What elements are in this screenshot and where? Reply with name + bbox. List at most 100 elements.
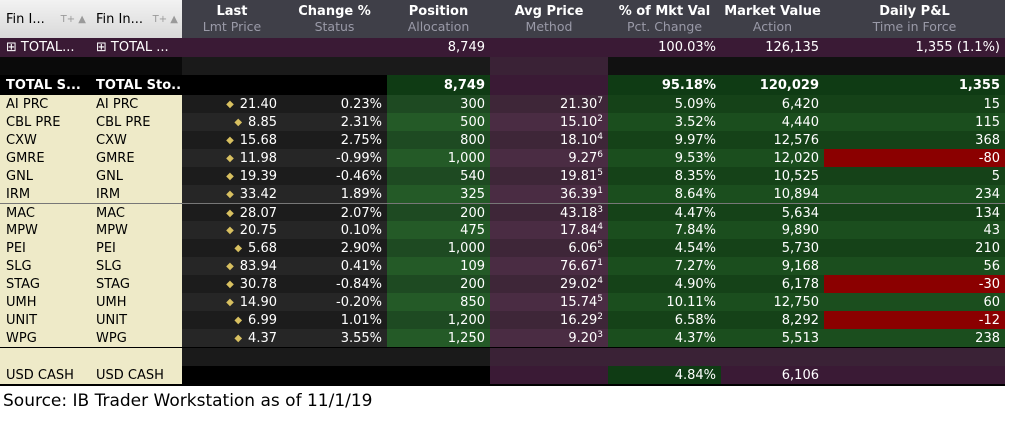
position-row[interactable]: GNL GNL ◆ 19.39 -0.46% 540 19.81 5 8.35% 10,525 5 [0, 167, 1005, 185]
summary-symbol-1[interactable]: ⊞ TOTAL... [0, 38, 90, 57]
position-row[interactable]: CBL PRE CBL PRE ◆ 8.85 2.31% 500 15.10 2 3.52% 4,… [0, 113, 1005, 131]
avg-price-cell: 6.06 5 [490, 239, 608, 257]
change-pct-cell: 0.41% [282, 257, 387, 275]
source-note: Source: IB Trader Workstation as of 11/1… [3, 391, 373, 411]
last-price-cell: ◆ 83.94 [182, 257, 282, 275]
expand-icon[interactable]: ⊞ [6, 40, 17, 55]
position-cell: 800 [387, 131, 490, 149]
symbol-cell[interactable]: CXW [0, 131, 90, 149]
cash-avg-price [490, 366, 608, 384]
avg-price-cell: 9.27 6 [490, 149, 608, 167]
symbol-cell[interactable]: UMH [0, 293, 90, 311]
column-header-change[interactable]: Change % Status [282, 0, 387, 38]
column-header-fin-instrument-1[interactable]: Fin I... T+ ▲ [0, 0, 90, 38]
summary-row[interactable]: ⊞ TOTAL... ⊞ TOTAL ... 8,749 100.03% 126,1… [0, 38, 1005, 57]
symbol-cell[interactable]: IRM [0, 185, 90, 203]
symbol-cell[interactable]: SLG [0, 257, 90, 275]
column-header-last[interactable]: Last Lmt Price [182, 0, 282, 38]
spacer-cell [824, 57, 1005, 75]
avg-price-cell: 15.10 2 [490, 113, 608, 131]
column-header-market-value[interactable]: Market Value Action [721, 0, 824, 38]
avg-price-extra-digit: 4 [597, 222, 603, 232]
daily-pnl-cell: 238 [824, 329, 1005, 347]
symbol-cell[interactable]: MPW [90, 221, 182, 239]
symbol-cell[interactable]: GNL [0, 167, 90, 185]
daily-pnl-cell: 368 [824, 131, 1005, 149]
diamond-icon: ◆ [226, 188, 234, 200]
change-pct-cell: 2.07% [282, 204, 387, 222]
total-stocks-row[interactable]: TOTAL S... TOTAL Sto... 8,749 95.18% 120… [0, 75, 1005, 95]
symbol-cell[interactable]: PEI [0, 239, 90, 257]
symbol-cell[interactable]: STAG [90, 275, 182, 293]
symbol-cell[interactable]: GMRE [90, 149, 182, 167]
symbol-cell[interactable]: CBL PRE [90, 113, 182, 131]
symbol-cell[interactable]: WPG [90, 329, 182, 347]
symbol-cell[interactable]: MAC [90, 204, 182, 222]
symbol-cell[interactable]: MAC [0, 204, 90, 222]
last-price-cell: ◆ 6.99 [182, 311, 282, 329]
position-row[interactable]: MPW MPW ◆ 20.75 0.10% 475 17.84 4 7.84% 9,890 43 [0, 221, 1005, 239]
column-header-fin-instrument-2[interactable]: Fin In... T+ ▲ [90, 0, 182, 38]
position-row[interactable]: SLG SLG ◆ 83.94 0.41% 109 76.67 1 7.27% 9,168 56 [0, 257, 1005, 275]
sort-ascending-icon[interactable]: T+ ▲ [60, 13, 86, 25]
position-row[interactable]: CXW CXW ◆ 15.68 2.75% 800 18.10 4 9.97% 12,576 368 [0, 131, 1005, 149]
spacer-cell [387, 348, 490, 366]
column-header-pct-mkt-val[interactable]: % of Mkt Val Pct. Change [608, 0, 721, 38]
position-row[interactable]: PEI PEI ◆ 5.68 2.90% 1,000 6.06 5 4.54% 5,730 210 [0, 239, 1005, 257]
symbol-cell[interactable]: IRM [90, 185, 182, 203]
cash-row[interactable]: USD CASH USD CASH 4.84% 6,106 [0, 366, 1005, 384]
diamond-icon: ◆ [226, 152, 234, 164]
symbol-cell[interactable]: WPG [0, 329, 90, 347]
position-row[interactable]: IRM IRM ◆ 33.42 1.89% 325 36.39 1 8.64% 10,894 234 [0, 185, 1005, 203]
column-header-position[interactable]: Position Allocation [387, 0, 490, 38]
change-pct-cell: 2.75% [282, 131, 387, 149]
symbol-cell[interactable]: GNL [90, 167, 182, 185]
total-symbol-1[interactable]: TOTAL S... [0, 75, 90, 95]
last-price-cell: ◆ 15.68 [182, 131, 282, 149]
symbol-cell[interactable]: UNIT [90, 311, 182, 329]
pct-mkt-val-cell: 3.52% [608, 113, 721, 131]
sort-ascending-icon[interactable]: T+ ▲ [152, 13, 178, 25]
position-row[interactable]: AI PRC AI PRC ◆ 21.40 0.23% 300 21.30 7 5.09% 6,4… [0, 95, 1005, 113]
cash-symbol-1[interactable]: USD CASH [0, 366, 90, 384]
total-symbol-2[interactable]: TOTAL Sto... [90, 75, 182, 95]
spacer-cell [721, 348, 824, 366]
symbol-cell[interactable]: AI PRC [0, 95, 90, 113]
symbol-cell[interactable]: AI PRC [90, 95, 182, 113]
avg-price-cell: 29.02 4 [490, 275, 608, 293]
last-price-cell: ◆ 30.78 [182, 275, 282, 293]
column-header-avg-price[interactable]: Avg Price Method [490, 0, 608, 38]
position-row[interactable]: WPG WPG ◆ 4.37 3.55% 1,250 9.20 3 4.37% 5,513 238 [0, 329, 1005, 347]
position-row[interactable]: MAC MAC ◆ 28.07 2.07% 200 43.18 3 4.47% 5,634 134 [0, 203, 1005, 222]
symbol-cell[interactable]: UNIT [0, 311, 90, 329]
position-row[interactable]: UMH UMH ◆ 14.90 -0.20% 850 15.74 5 10.11% 12,750 6… [0, 293, 1005, 311]
position-row[interactable]: STAG STAG ◆ 30.78 -0.84% 200 29.02 4 4.90% 6,178-… [0, 275, 1005, 293]
symbol-cell[interactable]: SLG [90, 257, 182, 275]
diamond-icon: ◆ [226, 224, 234, 236]
change-pct-cell: 1.89% [282, 185, 387, 203]
pct-mkt-val-cell: 6.58% [608, 311, 721, 329]
symbol-cell[interactable]: UMH [90, 293, 182, 311]
position-row[interactable]: GMRE GMRE ◆ 11.98 -0.99% 1,000 9.27 6 9.53% 12,02… [0, 149, 1005, 167]
symbol-cell[interactable]: MPW [0, 221, 90, 239]
cash-symbol-2[interactable]: USD CASH [90, 366, 182, 384]
expand-icon[interactable]: ⊞ [96, 40, 107, 55]
summary-pct-mkt-val: 100.03% [658, 40, 716, 55]
total-position: 8,749 [387, 75, 490, 95]
avg-price-value: 43.18 [560, 205, 598, 221]
symbol-cell[interactable]: CBL PRE [0, 113, 90, 131]
symbol-cell[interactable]: PEI [90, 239, 182, 257]
daily-pnl-cell: 234 [824, 185, 1005, 203]
summary-symbol-2[interactable]: ⊞ TOTAL ... [90, 38, 182, 57]
column-subtitle: Method [525, 19, 573, 34]
position-row[interactable]: UNIT UNIT ◆ 6.99 1.01% 1,200 16.29 2 6.58% 8,292-… [0, 311, 1005, 329]
daily-pnl-cell: 134 [824, 204, 1005, 222]
symbol-cell[interactable]: GMRE [0, 149, 90, 167]
daily-pnl-cell: 210 [824, 239, 1005, 257]
column-header-daily-pnl[interactable]: Daily P&L Time in Force [824, 0, 1005, 38]
pct-mkt-val-cell: 7.84% [608, 221, 721, 239]
symbol-cell[interactable]: CXW [90, 131, 182, 149]
cash-daily-pnl [824, 366, 1005, 384]
position-cell: 200 [387, 275, 490, 293]
symbol-cell[interactable]: STAG [0, 275, 90, 293]
